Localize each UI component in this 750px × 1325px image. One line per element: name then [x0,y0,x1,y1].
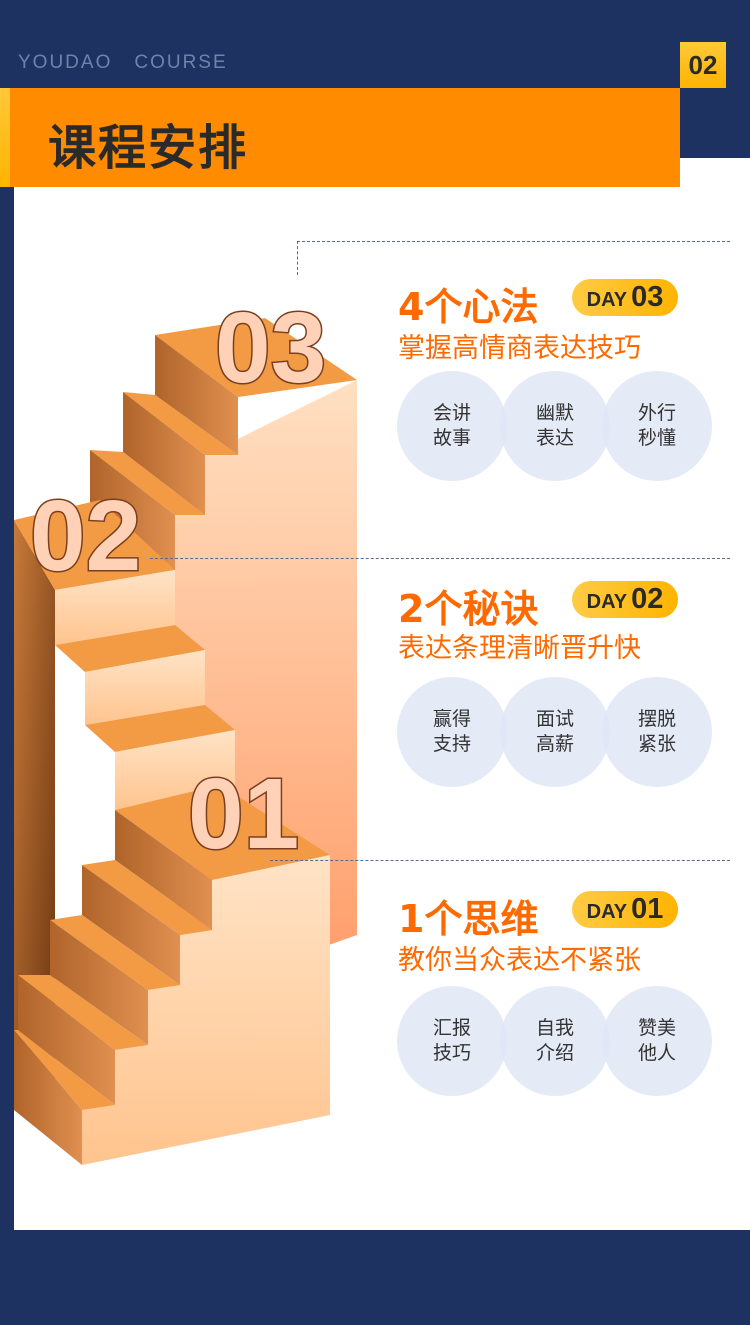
connector-line-2 [150,558,730,559]
title-banner [0,88,680,187]
brand-text: YOUDAO COURSE [18,52,228,74]
topic-circle: 面试 高薪 [500,677,610,787]
day-badge: DAY 02 [572,581,678,618]
tower-1-top [115,785,330,880]
day-number: 01 [631,893,664,925]
step-number-03: 03 [215,292,326,404]
day-label: DAY [586,591,628,613]
day-number: 03 [631,281,664,313]
day-label: DAY [586,901,628,923]
tower-2-top [14,500,175,590]
topic-circle: 赢得 支持 [397,677,507,787]
section-subtitle: 教你当众表达不紧张 [398,945,641,976]
step-number-02: 02 [30,480,141,592]
day-label: DAY [586,289,628,311]
brand-left: YOUDAO [18,52,113,73]
section-subtitle: 掌握高情商表达技巧 [398,333,641,364]
topic-circle: 自我 介绍 [500,986,610,1096]
connector-vertical-3 [297,241,298,275]
topic-circle: 会讲 故事 [397,371,507,481]
topic-circle: 外行 秒懂 [602,371,712,481]
day-badge: DAY 03 [572,279,678,316]
tower-2-side [14,520,55,1110]
day-number: 02 [631,583,664,615]
topic-circle: 摆脱 紧张 [602,677,712,787]
brand-right: COURSE [134,52,228,73]
connector-line-1 [270,860,730,861]
page-title: 课程安排 [48,120,249,176]
tower-3-top [155,318,357,397]
page-number-badge: 02 [680,42,726,88]
section-headline: 1个思维 [398,897,539,941]
topic-circle: 幽默 表达 [500,371,610,481]
step-number-01: 01 [188,758,299,870]
topic-circle: 汇报 技巧 [397,986,507,1096]
day-badge: DAY 01 [572,891,678,928]
section-headline: 2个秘诀 [398,587,539,631]
topic-circle: 赞美 他人 [602,986,712,1096]
tower-1-face [82,855,330,1165]
section-subtitle: 表达条理清晰晋升快 [398,633,641,664]
corner-block [680,88,750,158]
connector-line-3 [297,241,730,242]
section-headline: 4个心法 [398,285,539,329]
